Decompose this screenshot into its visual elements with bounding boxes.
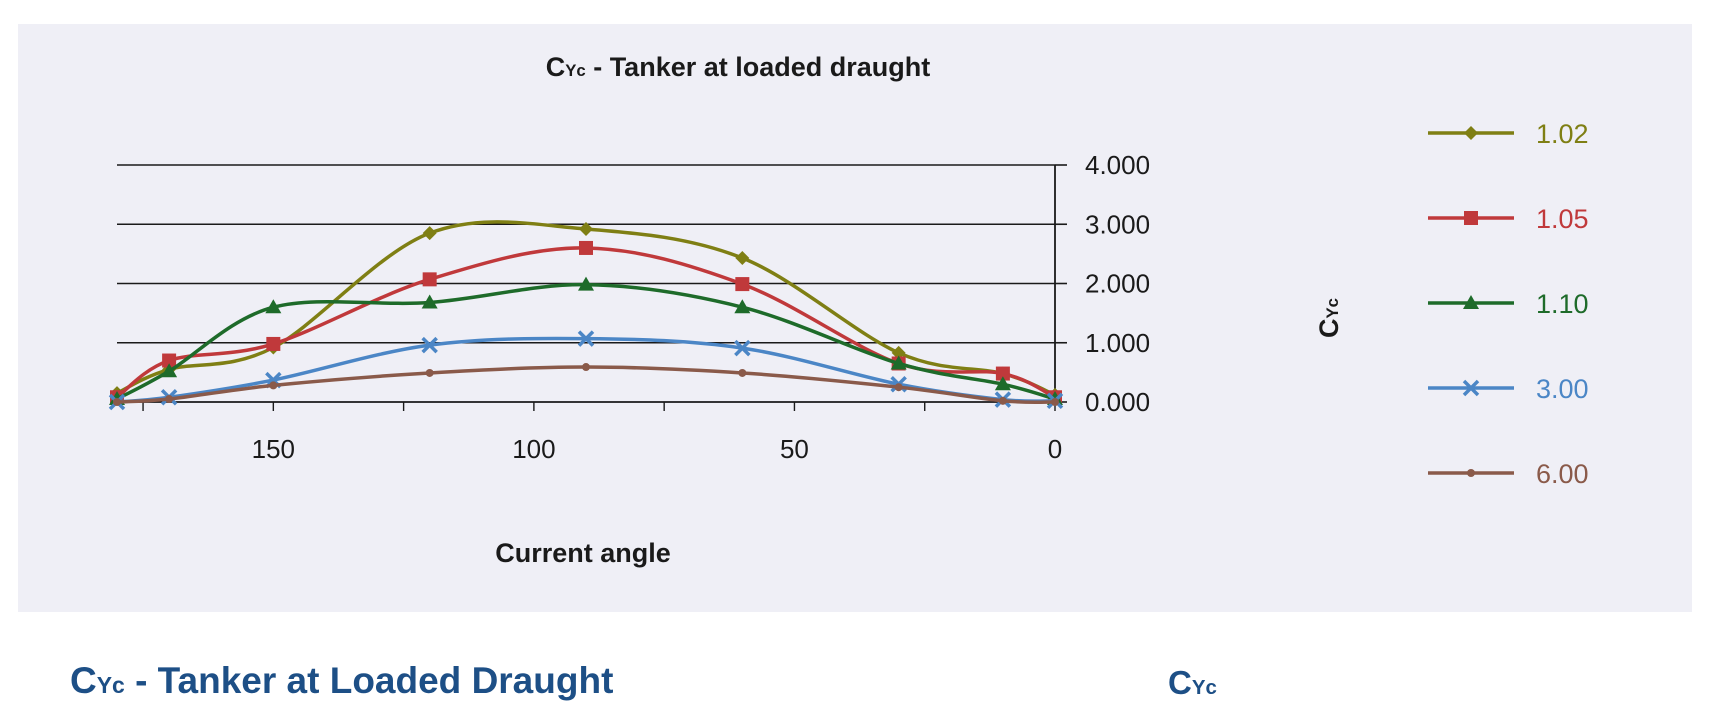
- x-tick-label: 0: [1048, 434, 1062, 464]
- legend-label: 1.02: [1536, 119, 1589, 149]
- legend-label: 6.00: [1536, 459, 1589, 489]
- data-point: [265, 299, 282, 314]
- data-point: [165, 395, 174, 404]
- legend-marker: [1464, 211, 1478, 225]
- legend-marker: [1463, 295, 1479, 309]
- y-tick-label: 4.000: [1085, 150, 1150, 180]
- data-point: [421, 294, 438, 309]
- y-tick-label: 2.000: [1085, 269, 1150, 299]
- data-point: [995, 366, 1010, 381]
- series-line-1.05: [115, 246, 1056, 399]
- legend-label: 1.10: [1536, 289, 1589, 319]
- data-point: [161, 363, 178, 378]
- data-point: [890, 355, 907, 370]
- legend: 1.02 1.05 1.10 3.00 6.00: [1428, 119, 1589, 489]
- data-point: [113, 398, 121, 406]
- x-tick-label: 100: [512, 434, 555, 464]
- data-point: [735, 277, 750, 292]
- data-point: [735, 251, 750, 266]
- chart-title: CYc - Tanker at loaded draught: [546, 52, 931, 82]
- line-chart: CYc - Tanker at loaded draught Current a…: [108, 52, 1589, 568]
- legend-marker: [1464, 126, 1478, 140]
- data-point: [579, 221, 593, 236]
- figure-caption: CYc - Tanker at Loaded Draught: [70, 660, 614, 701]
- data-point: [422, 226, 437, 241]
- series-group: [108, 220, 1064, 411]
- y-tick-label: 3.000: [1085, 209, 1150, 239]
- legend-marker: [1467, 469, 1475, 477]
- caption-right-label: CYc: [1168, 664, 1217, 701]
- data-point: [734, 299, 751, 314]
- legend-label: 3.00: [1536, 374, 1589, 404]
- data-point: [734, 339, 751, 357]
- data-point: [578, 276, 594, 291]
- data-point: [425, 368, 434, 377]
- data-point: [162, 353, 177, 368]
- x-tick-label: 150: [252, 434, 295, 464]
- data-point: [266, 336, 281, 351]
- data-point: [577, 330, 595, 347]
- data-point: [579, 240, 593, 255]
- axes: 0.000 1.000 2.000 3.000 4.000 150 100 50 0: [117, 150, 1150, 464]
- data-point: [582, 363, 590, 372]
- y-axis-title: CYc: [1314, 298, 1344, 338]
- chart-panel: CYc - Tanker at loaded draught Current a…: [18, 24, 1692, 612]
- data-point: [994, 376, 1011, 391]
- data-point: [269, 381, 278, 390]
- y-tick-label: 1.000: [1085, 328, 1150, 358]
- data-point: [421, 336, 438, 354]
- data-point: [422, 272, 437, 287]
- legend-label: 1.05: [1536, 204, 1589, 234]
- data-point: [894, 383, 903, 392]
- legend-marker: [1462, 379, 1480, 397]
- x-tick-label: 50: [780, 434, 809, 464]
- y-tick-label: 0.000: [1085, 387, 1150, 417]
- data-point: [1051, 398, 1059, 406]
- data-point: [738, 368, 747, 377]
- data-point: [998, 396, 1007, 405]
- x-axis-title: Current angle: [495, 538, 671, 568]
- data-point: [891, 345, 906, 360]
